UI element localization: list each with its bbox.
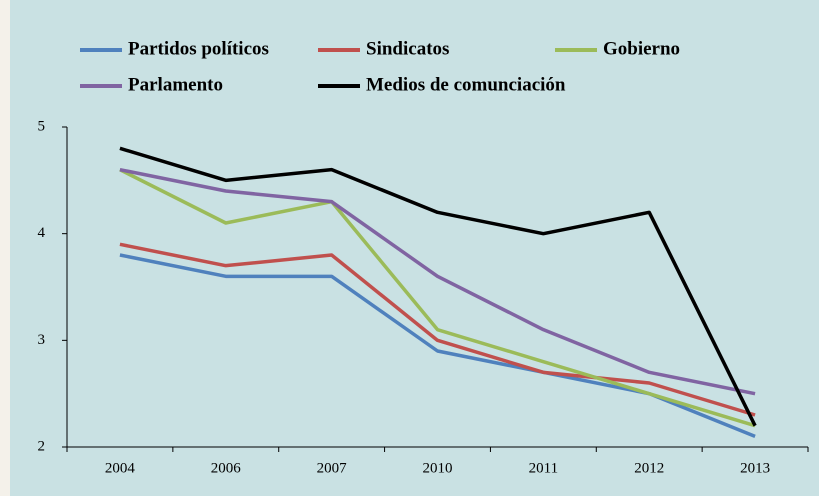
legend-text: Sindicatos xyxy=(366,38,449,59)
legend-text: Partidos políticos xyxy=(128,38,269,59)
series-line xyxy=(119,167,756,396)
y-tick-label: 2 xyxy=(38,438,46,454)
y-tick-label: 3 xyxy=(38,332,46,348)
legend-text: Parlamento xyxy=(128,74,223,95)
x-tick-label: 2006 xyxy=(211,460,242,476)
x-tick-label: 2010 xyxy=(423,460,453,476)
series-line xyxy=(119,146,757,427)
x-tick-label: 2012 xyxy=(634,460,664,476)
x-tick-label: 2004 xyxy=(105,460,136,476)
y-tick-label: 5 xyxy=(38,118,46,134)
legend-text: Gobierno xyxy=(603,38,680,59)
legend-text: Medios de comunciación xyxy=(366,74,566,95)
x-tick-label: 2011 xyxy=(529,460,558,476)
y-tick-label: 4 xyxy=(38,225,46,241)
series-line xyxy=(119,242,756,417)
left-edge xyxy=(0,0,10,496)
series-line xyxy=(119,168,756,428)
x-tick-label: 2007 xyxy=(317,460,348,476)
x-tick-label: 2013 xyxy=(740,460,770,476)
